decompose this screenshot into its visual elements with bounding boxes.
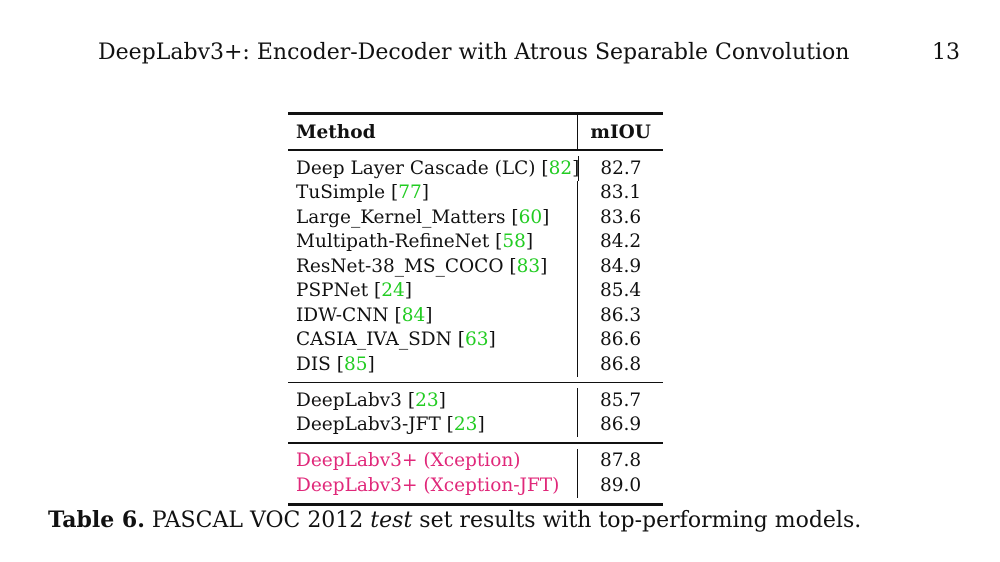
method-cell: Large_Kernel_Matters [60] — [296, 206, 550, 228]
page-number: 13 — [932, 40, 960, 65]
citation-link[interactable]: 23 — [453, 414, 478, 436]
method-cell: Deep Layer Cascade (LC) [82] — [296, 157, 580, 179]
header-method: Method — [296, 121, 376, 143]
method-name: Large_Kernel_Matters — [296, 206, 506, 228]
method-cell: DIS [85] — [296, 353, 375, 375]
citation-link[interactable]: 63 — [464, 329, 489, 351]
miou-cell: 82.7 — [578, 156, 663, 181]
running-head: DeepLabv3+: Encoder-Decoder with Atrous … — [98, 40, 960, 65]
method-cell: DeepLabv3+ (Xception-JFT) — [288, 475, 577, 496]
citation-link[interactable]: 83 — [516, 255, 541, 277]
table-header-rule — [288, 149, 663, 152]
running-head-title: DeepLabv3+: Encoder-Decoder with Atrous … — [98, 40, 850, 65]
method-name: IDW-CNN — [296, 304, 389, 326]
table-row: DeepLabv3-JFT [23] 86.9 — [288, 412, 663, 438]
miou-cell: 85.4 — [577, 278, 663, 304]
table-row: DeepLabv3+ (Xception) 87.8 — [288, 448, 663, 474]
miou-cell: 86.9 — [577, 412, 663, 438]
method-name: DeepLabv3+ (Xception-JFT) — [296, 474, 560, 496]
miou-cell: 83.6 — [577, 205, 663, 230]
method-name: TuSimple — [296, 182, 386, 204]
method-cell: PSPNet [24] — [296, 280, 413, 302]
caption-text-before: PASCAL VOC 2012 — [144, 508, 371, 533]
method-name: DeepLabv3-JFT — [296, 414, 441, 436]
miou-cell: 87.8 — [577, 448, 663, 474]
method-cell: TuSimple [77] — [296, 182, 429, 204]
caption-italic: test — [370, 508, 413, 533]
citation-link[interactable]: 82 — [548, 157, 573, 179]
method-name: DIS — [296, 353, 331, 375]
method-cell: IDW-CNN [84] — [296, 304, 433, 326]
method-name: PSPNet — [296, 280, 369, 302]
table-header-row: Method mIOU — [288, 115, 663, 149]
miou-cell: 86.8 — [577, 352, 663, 377]
method-cell: CASIA_IVA_SDN [63] — [296, 329, 496, 351]
table-caption: Table 6. PASCAL VOC 2012 test set result… — [48, 507, 958, 533]
table-row: Deep Layer Cascade (LC) [82] 82.7 — [288, 156, 663, 181]
table-bottom-rule — [288, 502, 663, 506]
table-row: DeepLabv3+ (Xception-JFT) 89.0 — [288, 473, 663, 498]
table-row: TuSimple [77] 83.1 — [288, 180, 663, 206]
caption-text-after: set results with top-performing models. — [412, 508, 862, 533]
method-name: CASIA_IVA_SDN — [296, 329, 452, 351]
table-row: Large_Kernel_Matters [60] 83.6 — [288, 205, 663, 230]
citation-link[interactable]: 85 — [343, 353, 368, 375]
miou-cell: 86.6 — [577, 327, 663, 353]
table-group-rule-1 — [288, 381, 663, 384]
table-row: Multipath-RefineNet [58] 84.2 — [288, 229, 663, 255]
citation-link[interactable]: 60 — [518, 206, 543, 228]
citation-link[interactable]: 23 — [415, 389, 439, 411]
method-name: DeepLabv3 — [296, 389, 402, 411]
method-cell: DeepLabv3-JFT [23] — [296, 414, 485, 436]
citation-link[interactable]: 58 — [502, 231, 526, 253]
method-name: DeepLabv3+ (Xception) — [296, 450, 521, 472]
table-group-rule-2 — [288, 442, 663, 444]
miou-cell: 85.7 — [577, 388, 663, 413]
miou-cell: 83.1 — [577, 180, 663, 206]
table-group-others: Deep Layer Cascade (LC) [82] 82.7 TuSimple… — [288, 151, 663, 382]
method-cell: ResNet-38_MS_COCO [83] — [296, 255, 548, 277]
citation-link[interactable]: 77 — [398, 182, 422, 204]
table-row: DeepLabv3 [23] 85.7 — [288, 388, 663, 413]
miou-cell: 89.0 — [577, 473, 663, 498]
miou-cell: 84.2 — [577, 229, 663, 255]
miou-cell: 86.3 — [577, 303, 663, 328]
method-cell: DeepLabv3+ (Xception) — [288, 450, 577, 471]
method-name: Deep Layer Cascade (LC) — [296, 157, 536, 179]
table-top-rule — [288, 112, 663, 115]
caption-label: Table 6. — [48, 507, 145, 533]
method-cell: DeepLabv3 [23] — [296, 389, 446, 411]
table-row: CASIA_IVA_SDN [63] 86.6 — [288, 327, 663, 353]
table-row: PSPNet [24] 85.4 — [288, 278, 663, 304]
citation-link[interactable]: 84 — [401, 304, 426, 326]
header-miou: mIOU — [577, 115, 663, 149]
table-row: ResNet-38_MS_COCO [83] 84.9 — [288, 254, 663, 279]
method-name: Multipath-RefineNet — [296, 231, 490, 253]
method-cell: Multipath-RefineNet [58] — [296, 231, 534, 253]
table-group-deeplabv3: DeepLabv3 [23] 85.7 DeepLabv3-JFT [23] 86.9 — [288, 383, 663, 442]
method-name: ResNet-38_MS_COCO — [296, 255, 504, 277]
citation-link[interactable]: 24 — [381, 280, 405, 302]
results-table: Method mIOU Deep Layer Cascade (LC) [82]… — [288, 112, 663, 506]
table-group-deeplabv3plus: DeepLabv3+ (Xception) 87.8 DeepLabv3+ (Xce… — [288, 444, 663, 503]
table-row: IDW-CNN [84] 86.3 — [288, 303, 663, 328]
miou-cell: 84.9 — [577, 254, 663, 279]
table-row: DIS [85] 86.8 — [288, 352, 663, 377]
